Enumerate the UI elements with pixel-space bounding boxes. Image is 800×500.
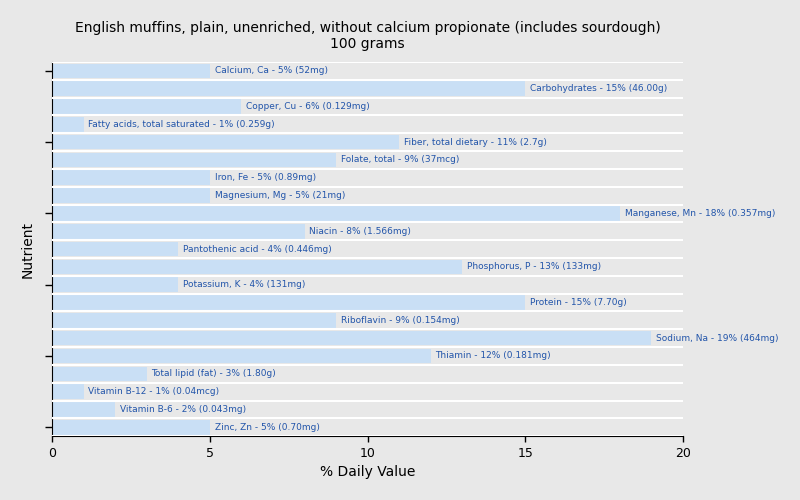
Text: Thiamin - 12% (0.181mg): Thiamin - 12% (0.181mg) [435,352,551,360]
Text: Sodium, Na - 19% (464mg): Sodium, Na - 19% (464mg) [656,334,778,342]
Text: Copper, Cu - 6% (0.129mg): Copper, Cu - 6% (0.129mg) [246,102,370,111]
Text: Magnesium, Mg - 5% (21mg): Magnesium, Mg - 5% (21mg) [214,191,345,200]
Bar [52,135,399,150]
Bar [52,82,526,96]
Text: Riboflavin - 9% (0.154mg): Riboflavin - 9% (0.154mg) [341,316,459,325]
Bar [52,295,526,310]
Bar [52,384,84,399]
Bar [52,331,651,345]
Text: Folate, total - 9% (37mcg): Folate, total - 9% (37mcg) [341,156,459,164]
Text: Protein - 15% (7.70g): Protein - 15% (7.70g) [530,298,626,307]
Bar [52,99,242,114]
Bar [52,420,210,434]
Text: Fatty acids, total saturated - 1% (0.259g): Fatty acids, total saturated - 1% (0.259… [89,120,275,129]
Bar [52,117,84,132]
Bar [52,402,115,417]
Bar [52,242,178,256]
Text: Potassium, K - 4% (131mg): Potassium, K - 4% (131mg) [183,280,306,289]
Bar [52,313,336,328]
Bar [52,224,305,238]
Text: Phosphorus, P - 13% (133mg): Phosphorus, P - 13% (133mg) [467,262,601,272]
Text: Zinc, Zn - 5% (0.70mg): Zinc, Zn - 5% (0.70mg) [214,423,319,432]
Bar [52,170,210,185]
X-axis label: % Daily Value: % Daily Value [320,465,415,479]
Bar [52,278,178,292]
Text: Pantothenic acid - 4% (0.446mg): Pantothenic acid - 4% (0.446mg) [183,244,332,254]
Bar [52,260,462,274]
Text: Vitamin B-12 - 1% (0.04mcg): Vitamin B-12 - 1% (0.04mcg) [89,387,219,396]
Bar [52,206,620,220]
Text: Manganese, Mn - 18% (0.357mg): Manganese, Mn - 18% (0.357mg) [625,209,775,218]
Bar [52,348,430,364]
Bar [52,152,336,168]
Y-axis label: Nutrient: Nutrient [21,220,35,278]
Text: Niacin - 8% (1.566mg): Niacin - 8% (1.566mg) [310,226,411,235]
Bar [52,188,210,203]
Text: Fiber, total dietary - 11% (2.7g): Fiber, total dietary - 11% (2.7g) [404,138,546,146]
Bar [52,64,210,78]
Text: Vitamin B-6 - 2% (0.043mg): Vitamin B-6 - 2% (0.043mg) [120,405,246,414]
Text: Iron, Fe - 5% (0.89mg): Iron, Fe - 5% (0.89mg) [214,174,316,182]
Text: Carbohydrates - 15% (46.00g): Carbohydrates - 15% (46.00g) [530,84,667,93]
Text: Calcium, Ca - 5% (52mg): Calcium, Ca - 5% (52mg) [214,66,328,76]
Text: Total lipid (fat) - 3% (1.80g): Total lipid (fat) - 3% (1.80g) [151,370,276,378]
Title: English muffins, plain, unenriched, without calcium propionate (includes sourdou: English muffins, plain, unenriched, with… [74,21,661,51]
Bar [52,366,147,381]
